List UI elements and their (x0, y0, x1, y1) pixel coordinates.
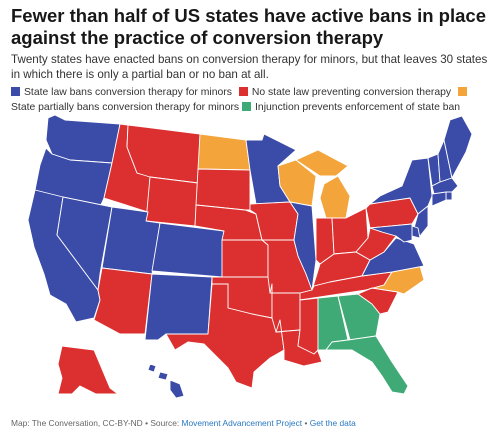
state-texas[interactable] (165, 283, 285, 389)
legend-item-partial: State partially bans conversion therapy … (11, 87, 471, 113)
source-link[interactable]: Movement Advancement Project (181, 418, 303, 428)
footer-separator: • (304, 418, 308, 428)
state-wyoming[interactable] (145, 176, 199, 227)
footer-separator: • (145, 418, 148, 428)
state-new-mexico[interactable] (144, 273, 213, 341)
legend-item-none: No state law preventing conversion thera… (238, 87, 452, 98)
legend-swatch-injunction (242, 102, 252, 111)
legend-item-injunction: Injunction prevents enforcement of state… (242, 102, 460, 113)
state-mississippi[interactable] (297, 297, 319, 355)
map-subtitle: Twenty states have enacted bans on conve… (11, 53, 488, 81)
state-colorado[interactable] (151, 222, 225, 278)
map-footer: Map: The Conversation, CC-BY-ND • Source… (11, 418, 356, 428)
legend-label-none: No state law preventing conversion thera… (251, 87, 452, 98)
state-alaska[interactable] (57, 345, 119, 395)
state-arizona[interactable] (93, 267, 153, 335)
state-new-york[interactable] (369, 157, 433, 215)
footer-source-prefix: Source: (150, 418, 180, 428)
legend-label-partial: State partially bans conversion therapy … (11, 102, 240, 113)
state-kansas[interactable] (221, 239, 269, 278)
footer-credit: Map: The Conversation, CC-BY-ND (11, 418, 143, 428)
legend-label-ban: State law bans conversion therapy for mi… (24, 87, 232, 98)
legend-label-injunction: Injunction prevents enforcement of state… (255, 102, 461, 113)
legend-item-ban: State law bans conversion therapy for mi… (11, 87, 232, 98)
state-south-dakota[interactable] (195, 168, 251, 211)
state-illinois[interactable] (289, 201, 317, 291)
state-north-dakota[interactable] (197, 133, 251, 171)
state-rhode-island[interactable] (445, 191, 453, 201)
legend-swatch-none (238, 87, 248, 96)
state-hawaii[interactable] (147, 363, 185, 399)
state-maryland[interactable] (369, 223, 413, 243)
map-title: Fewer than half of US states have active… (11, 5, 486, 48)
state-north-carolina[interactable] (365, 265, 425, 295)
us-map-svg (27, 114, 473, 399)
get-the-data-link[interactable]: Get the data (309, 418, 356, 428)
legend-swatch-ban (11, 87, 20, 96)
legend: State law bans conversion therapy for mi… (11, 85, 493, 115)
legend-swatch-partial (457, 87, 467, 96)
us-map (0, 112, 500, 402)
state-florida[interactable] (325, 335, 409, 395)
state-connecticut[interactable] (431, 191, 447, 207)
